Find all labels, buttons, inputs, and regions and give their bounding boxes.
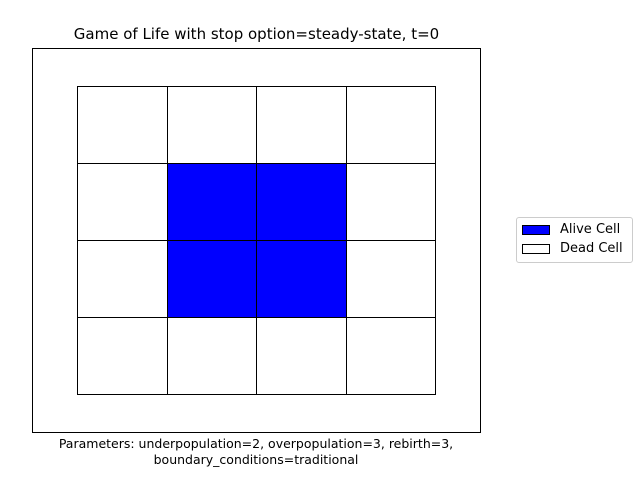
dead-cell <box>77 86 168 164</box>
dead-cell <box>167 86 257 164</box>
life-grid <box>77 86 436 395</box>
dead-cell <box>346 163 436 241</box>
alive-cell <box>167 163 257 241</box>
dead-cell <box>346 240 436 318</box>
legend-item-dead: Dead Cell <box>522 240 623 258</box>
dead-cell <box>167 317 257 395</box>
alive-swatch <box>522 225 550 235</box>
plot-frame <box>32 48 481 433</box>
dead-cell <box>77 317 168 395</box>
dead-swatch <box>522 244 550 254</box>
legend-alive-label: Alive Cell <box>560 222 621 237</box>
caption-line-2: boundary_conditions=traditional <box>153 452 359 467</box>
dead-cell <box>346 317 436 395</box>
caption-line-1: Parameters: underpopulation=2, overpopul… <box>58 436 454 451</box>
dead-cell <box>77 163 168 241</box>
figure-title: Game of Life with stop option=steady-sta… <box>73 25 440 43</box>
legend-item-alive: Alive Cell <box>522 221 620 239</box>
legend-dead-label: Dead Cell <box>560 241 623 256</box>
legend: Alive Cell Dead Cell <box>516 217 633 263</box>
dead-cell <box>77 240 168 318</box>
dead-cell <box>256 317 347 395</box>
dead-cell <box>256 86 347 164</box>
dead-cell <box>346 86 436 164</box>
alive-cell <box>256 240 347 318</box>
alive-cell <box>256 163 347 241</box>
parameters-caption: Parameters: underpopulation=2, overpopul… <box>0 436 512 468</box>
alive-cell <box>167 240 257 318</box>
